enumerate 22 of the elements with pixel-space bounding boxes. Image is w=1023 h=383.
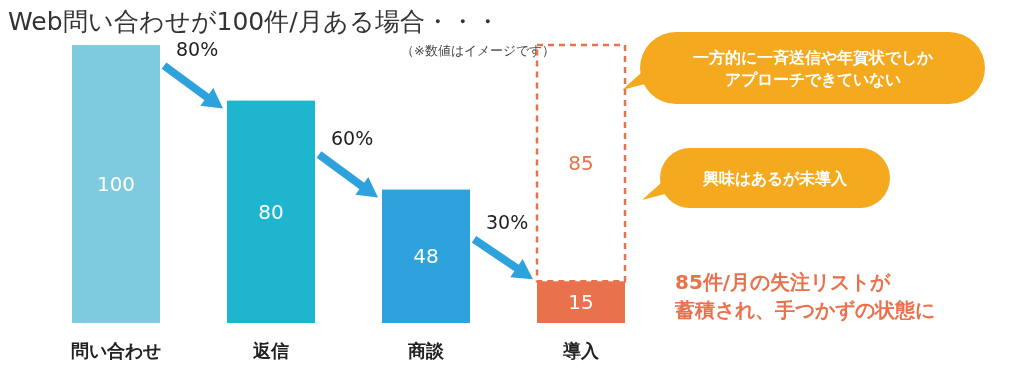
- x-tick-label: 導入: [562, 340, 600, 361]
- data-label: 100: [96, 172, 136, 196]
- annotation: 30%: [486, 211, 529, 234]
- text: 興味はあるが未導入: [702, 169, 848, 188]
- text: 85件/月の失注リストが: [675, 270, 892, 294]
- text: 一方的に一斉送信や年賀状でしか: [692, 48, 934, 67]
- x-tick-label: 問い合わせ: [71, 340, 161, 361]
- text: 蓄積され、手つかずの状態に: [674, 298, 935, 322]
- bar: [72, 45, 160, 323]
- text: アプローチできていない: [724, 70, 901, 89]
- data-label: 15: [568, 290, 594, 315]
- data-label: 80: [258, 199, 284, 224]
- annotation: 60%: [331, 126, 374, 149]
- data-label: 85: [568, 151, 594, 176]
- x-tick-label: 返信: [252, 340, 289, 361]
- bar: [382, 189, 470, 323]
- data-label: 48: [413, 244, 439, 269]
- bar: [227, 100, 315, 323]
- annotation: 80%: [176, 37, 219, 60]
- chart-subtitle: （※数値はイメージです）: [401, 43, 555, 58]
- x-tick-label: 商談: [407, 340, 445, 361]
- chart-title: Web問い合わせが100件/月ある場合・・・: [8, 7, 500, 36]
